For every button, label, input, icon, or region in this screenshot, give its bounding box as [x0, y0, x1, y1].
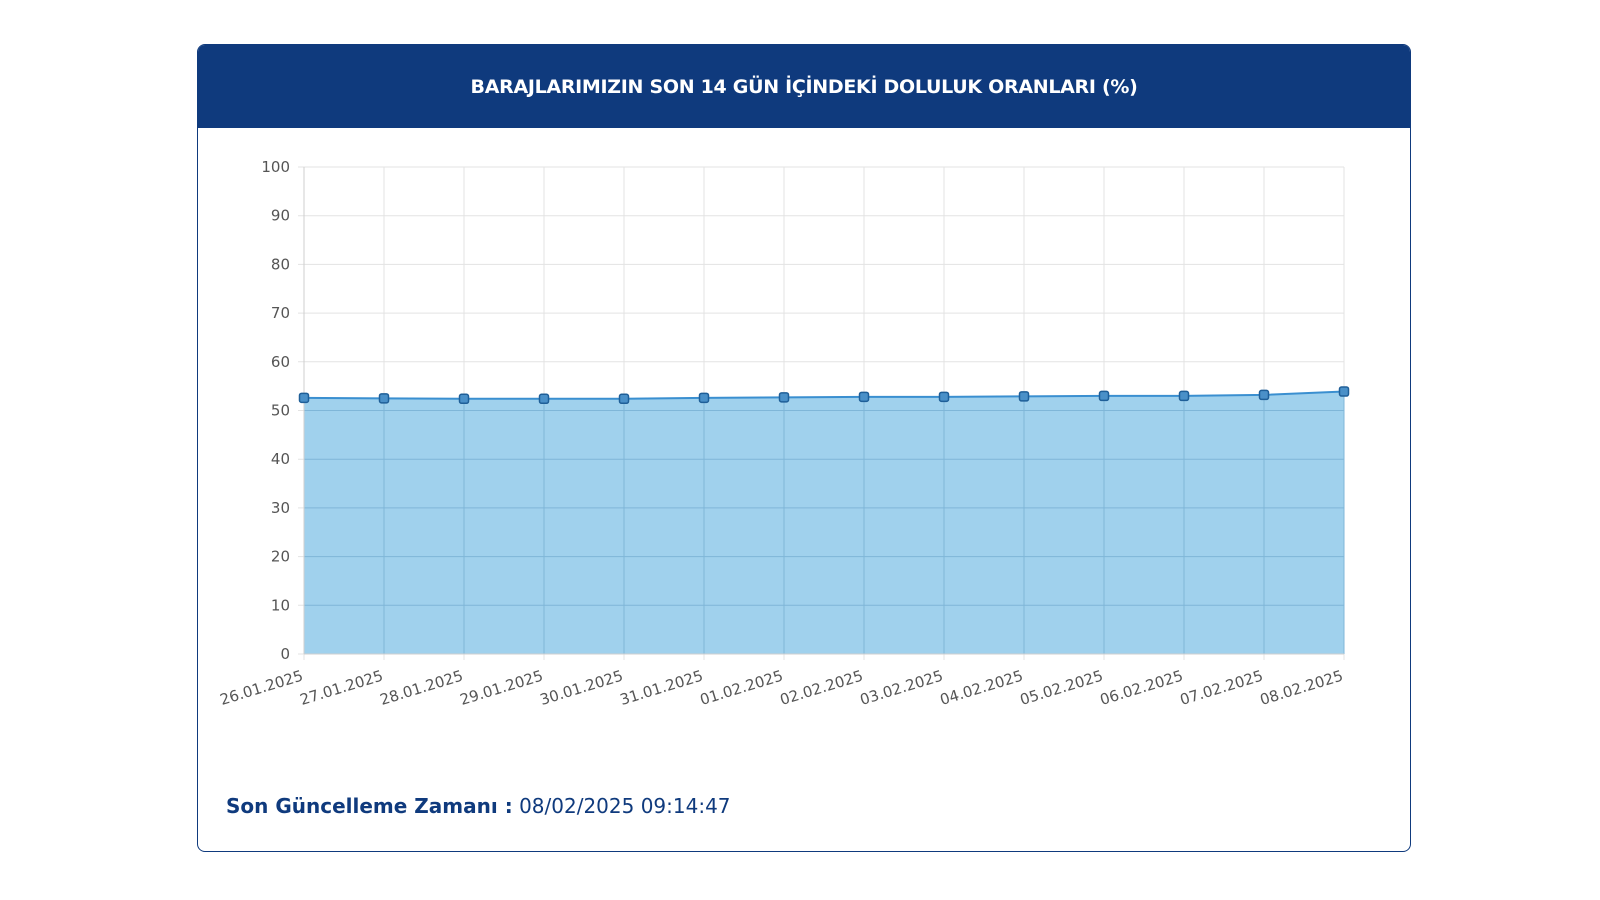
- fill-rate-chart: 0 10 20 30 40 50 60 70 80 90 100 26.01.202527.01.20…: [218, 158, 1350, 709]
- y-tick-label: 60: [271, 353, 290, 371]
- y-tick-label: 10: [271, 596, 290, 614]
- data-point: [1178, 390, 1190, 402]
- data-point: [1338, 386, 1350, 397]
- data-point: [698, 392, 710, 404]
- data-point: [298, 392, 310, 404]
- x-tick-label: 07.02.2025: [1178, 667, 1265, 709]
- data-point: [1018, 391, 1030, 402]
- data-point: [618, 393, 630, 405]
- last-update-label: Son Güncelleme Zamanı :: [226, 794, 513, 818]
- last-update-value: 08/02/2025 09:14:47: [519, 794, 731, 818]
- data-point: [378, 393, 390, 404]
- data-point: [538, 393, 550, 405]
- x-tick-label: 04.02.2025: [938, 667, 1025, 709]
- y-tick-label: 100: [261, 158, 290, 176]
- x-tick-label: 31.01.2025: [618, 667, 705, 709]
- data-point: [1098, 390, 1110, 402]
- last-update: Son Güncelleme Zamanı : 08/02/2025 09:14…: [226, 794, 731, 818]
- data-point: [778, 392, 790, 403]
- y-tick-label: 20: [271, 548, 290, 566]
- y-tick-label: 30: [271, 499, 290, 517]
- series-area: [304, 391, 1344, 654]
- x-tick-label: 03.02.2025: [858, 667, 945, 709]
- x-tick-label: 26.01.2025: [218, 667, 305, 709]
- data-point: [1258, 389, 1270, 401]
- x-tick-label: 08.02.2025: [1258, 667, 1345, 709]
- x-tick-label: 28.01.2025: [378, 667, 465, 709]
- x-tick-label: 05.02.2025: [1018, 667, 1105, 709]
- x-tick-label: 30.01.2025: [538, 667, 625, 709]
- y-tick-label: 70: [271, 304, 290, 322]
- y-tick-label: 80: [271, 255, 290, 273]
- data-point: [938, 391, 950, 403]
- y-tick-label: 40: [271, 450, 290, 468]
- x-tick-label: 01.02.2025: [698, 667, 785, 709]
- x-tick-label: 27.01.2025: [298, 667, 385, 709]
- y-tick-label: 0: [280, 645, 290, 663]
- chart-title: BARAJLARIMIZIN SON 14 GÜN İÇİNDEKİ DOLUL…: [198, 45, 1410, 128]
- x-tick-label: 02.02.2025: [778, 667, 865, 709]
- y-tick-label: 50: [271, 402, 290, 420]
- x-tick-label: 06.02.2025: [1098, 667, 1185, 709]
- y-tick-label: 90: [271, 207, 290, 225]
- data-point: [458, 393, 470, 405]
- chart-area: 0 10 20 30 40 50 60 70 80 90 100 26.01.2025 27.01.20…: [198, 128, 1410, 758]
- data-point: [858, 391, 870, 403]
- series-line: [303, 390, 1345, 400]
- x-tick-label: 29.01.2025: [458, 667, 545, 709]
- chart-card: BARAJLARIMIZIN SON 14 GÜN İÇİNDEKİ DOLUL…: [197, 44, 1411, 852]
